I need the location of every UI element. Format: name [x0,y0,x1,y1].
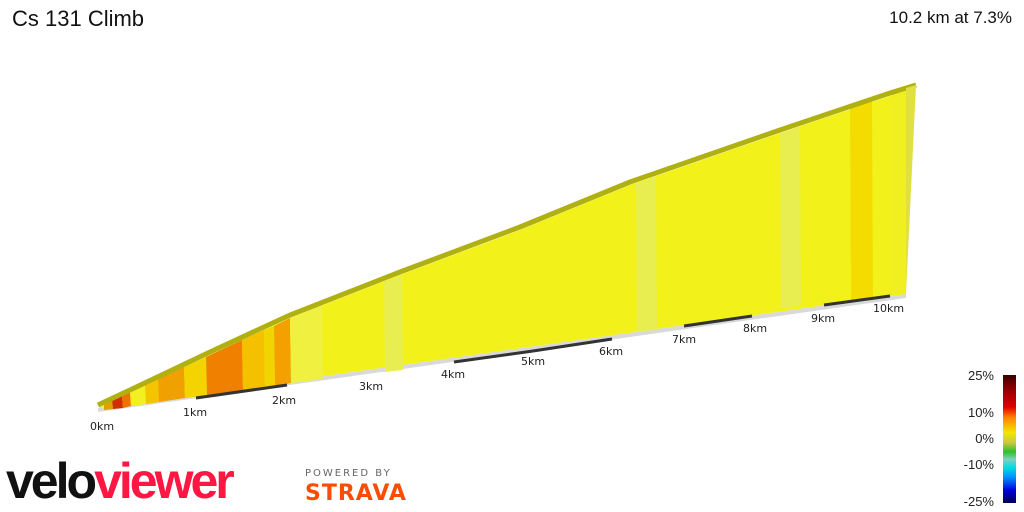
strava-logo: STRAVA [305,481,407,506]
x-tick-6km: 6km [599,345,623,358]
x-tick-10km: 10km [873,302,904,315]
profile-rim [96,82,917,408]
x-tick-0km: 0km [90,420,114,433]
climb-title: Cs 131 Climb [12,6,145,31]
legend-label-0: 0% [975,431,994,446]
legend-label-minus10: -10% [963,457,994,472]
gradient-color-scale [1003,375,1016,503]
x-tick-2km: 2km [272,394,296,407]
legend-label-25: 25% [967,368,994,383]
powered-by-label: POWERED BY [305,468,392,479]
x-tick-4km: 4km [441,368,465,381]
climb-summary: 10.2 km at 7.3% [889,8,1012,27]
x-tick-3km: 3km [359,380,383,393]
legend-label-minus25: -25% [963,494,994,509]
x-tick-9km: 9km [811,312,835,325]
x-tick-5km: 5km [521,355,545,368]
veloviewer-logo: veloviewer [6,453,235,509]
legend-label-10: 10% [967,405,994,420]
x-tick-8km: 8km [743,322,767,335]
x-tick-7km: 7km [672,333,696,346]
x-tick-1km: 1km [183,406,207,419]
